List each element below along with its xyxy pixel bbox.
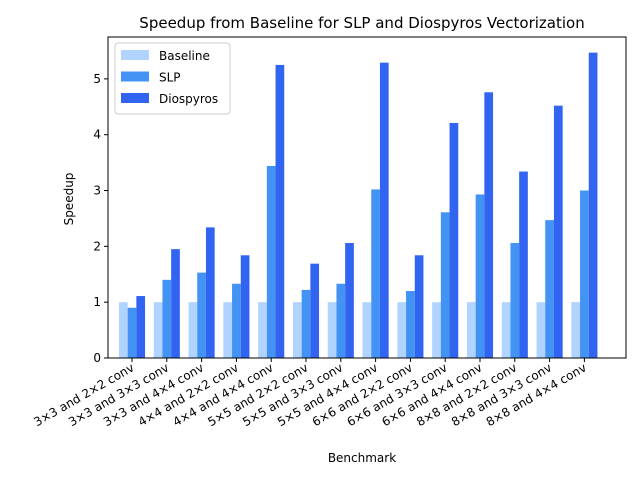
y-tick-label: 4	[93, 128, 101, 142]
bar-baseline-3	[223, 302, 233, 358]
bar-diospyros-8	[414, 255, 424, 358]
bar-slp-7	[371, 189, 380, 358]
bar-slp-6	[336, 283, 346, 358]
bar-baseline-13	[571, 302, 581, 358]
bar-diospyros-2	[205, 227, 215, 358]
bars-layer	[118, 52, 598, 359]
bar-slp-2	[197, 272, 206, 358]
bar-diospyros-9	[449, 122, 459, 358]
legend-label-slp: SLP	[159, 71, 181, 85]
y-tick-label: 5	[93, 72, 101, 86]
plot-frame	[107, 36, 627, 359]
bar-baseline-7	[362, 302, 372, 358]
y-axis-label: Speedup	[62, 173, 76, 226]
bar-baseline-11	[501, 302, 511, 358]
bar-slp-1	[162, 279, 172, 358]
bar-diospyros-4	[275, 64, 285, 358]
bar-slp-5	[301, 289, 311, 358]
bar-baseline-5	[292, 302, 302, 358]
bar-baseline-12	[536, 302, 546, 358]
bar-diospyros-11	[519, 171, 528, 358]
bar-slp-3	[232, 283, 241, 358]
bar-slp-0	[127, 307, 137, 358]
bar-diospyros-1	[171, 249, 180, 358]
bar-baseline-0	[118, 302, 128, 358]
legend-swatch-baseline	[121, 50, 149, 60]
y-tick-label: 3	[93, 184, 101, 198]
bar-baseline-6	[327, 302, 337, 358]
legend: Baseline SLP Diospyros	[114, 42, 231, 115]
y-tick-label: 0	[93, 351, 101, 365]
bar-diospyros-5	[310, 263, 320, 358]
bar-diospyros-13	[588, 52, 598, 358]
bar-slp-8	[406, 291, 415, 358]
legend-swatch-diospyros	[121, 93, 149, 103]
bar-baseline-10	[466, 302, 476, 358]
bar-diospyros-7	[379, 62, 389, 359]
legend-label-diospyros: Diospyros	[159, 92, 218, 106]
bar-diospyros-10	[484, 92, 494, 359]
chart-title: Speedup from Baseline for SLP and Diospy…	[139, 14, 584, 32]
bar-slp-13	[580, 190, 589, 358]
bar-slp-9	[440, 212, 450, 358]
bar-diospyros-3	[240, 255, 250, 358]
bar-baseline-8	[397, 302, 407, 358]
y-tick-label: 2	[93, 239, 101, 253]
bar-slp-11	[510, 243, 520, 358]
legend-label-baseline: Baseline	[159, 49, 210, 63]
bar-slp-10	[475, 194, 485, 358]
y-tick-label: 1	[93, 295, 101, 309]
bar-baseline-4	[258, 302, 267, 358]
bar-diospyros-12	[553, 105, 563, 358]
bar-baseline-1	[153, 302, 163, 358]
bar-slp-12	[545, 220, 554, 358]
legend-swatch-slp	[121, 71, 149, 82]
bar-slp-4	[266, 165, 276, 358]
bar-baseline-2	[188, 302, 198, 358]
x-axis-label: Benchmark	[328, 451, 396, 465]
bar-baseline-9	[432, 302, 441, 358]
bar-diospyros-6	[345, 243, 354, 358]
bar-diospyros-0	[136, 296, 146, 358]
